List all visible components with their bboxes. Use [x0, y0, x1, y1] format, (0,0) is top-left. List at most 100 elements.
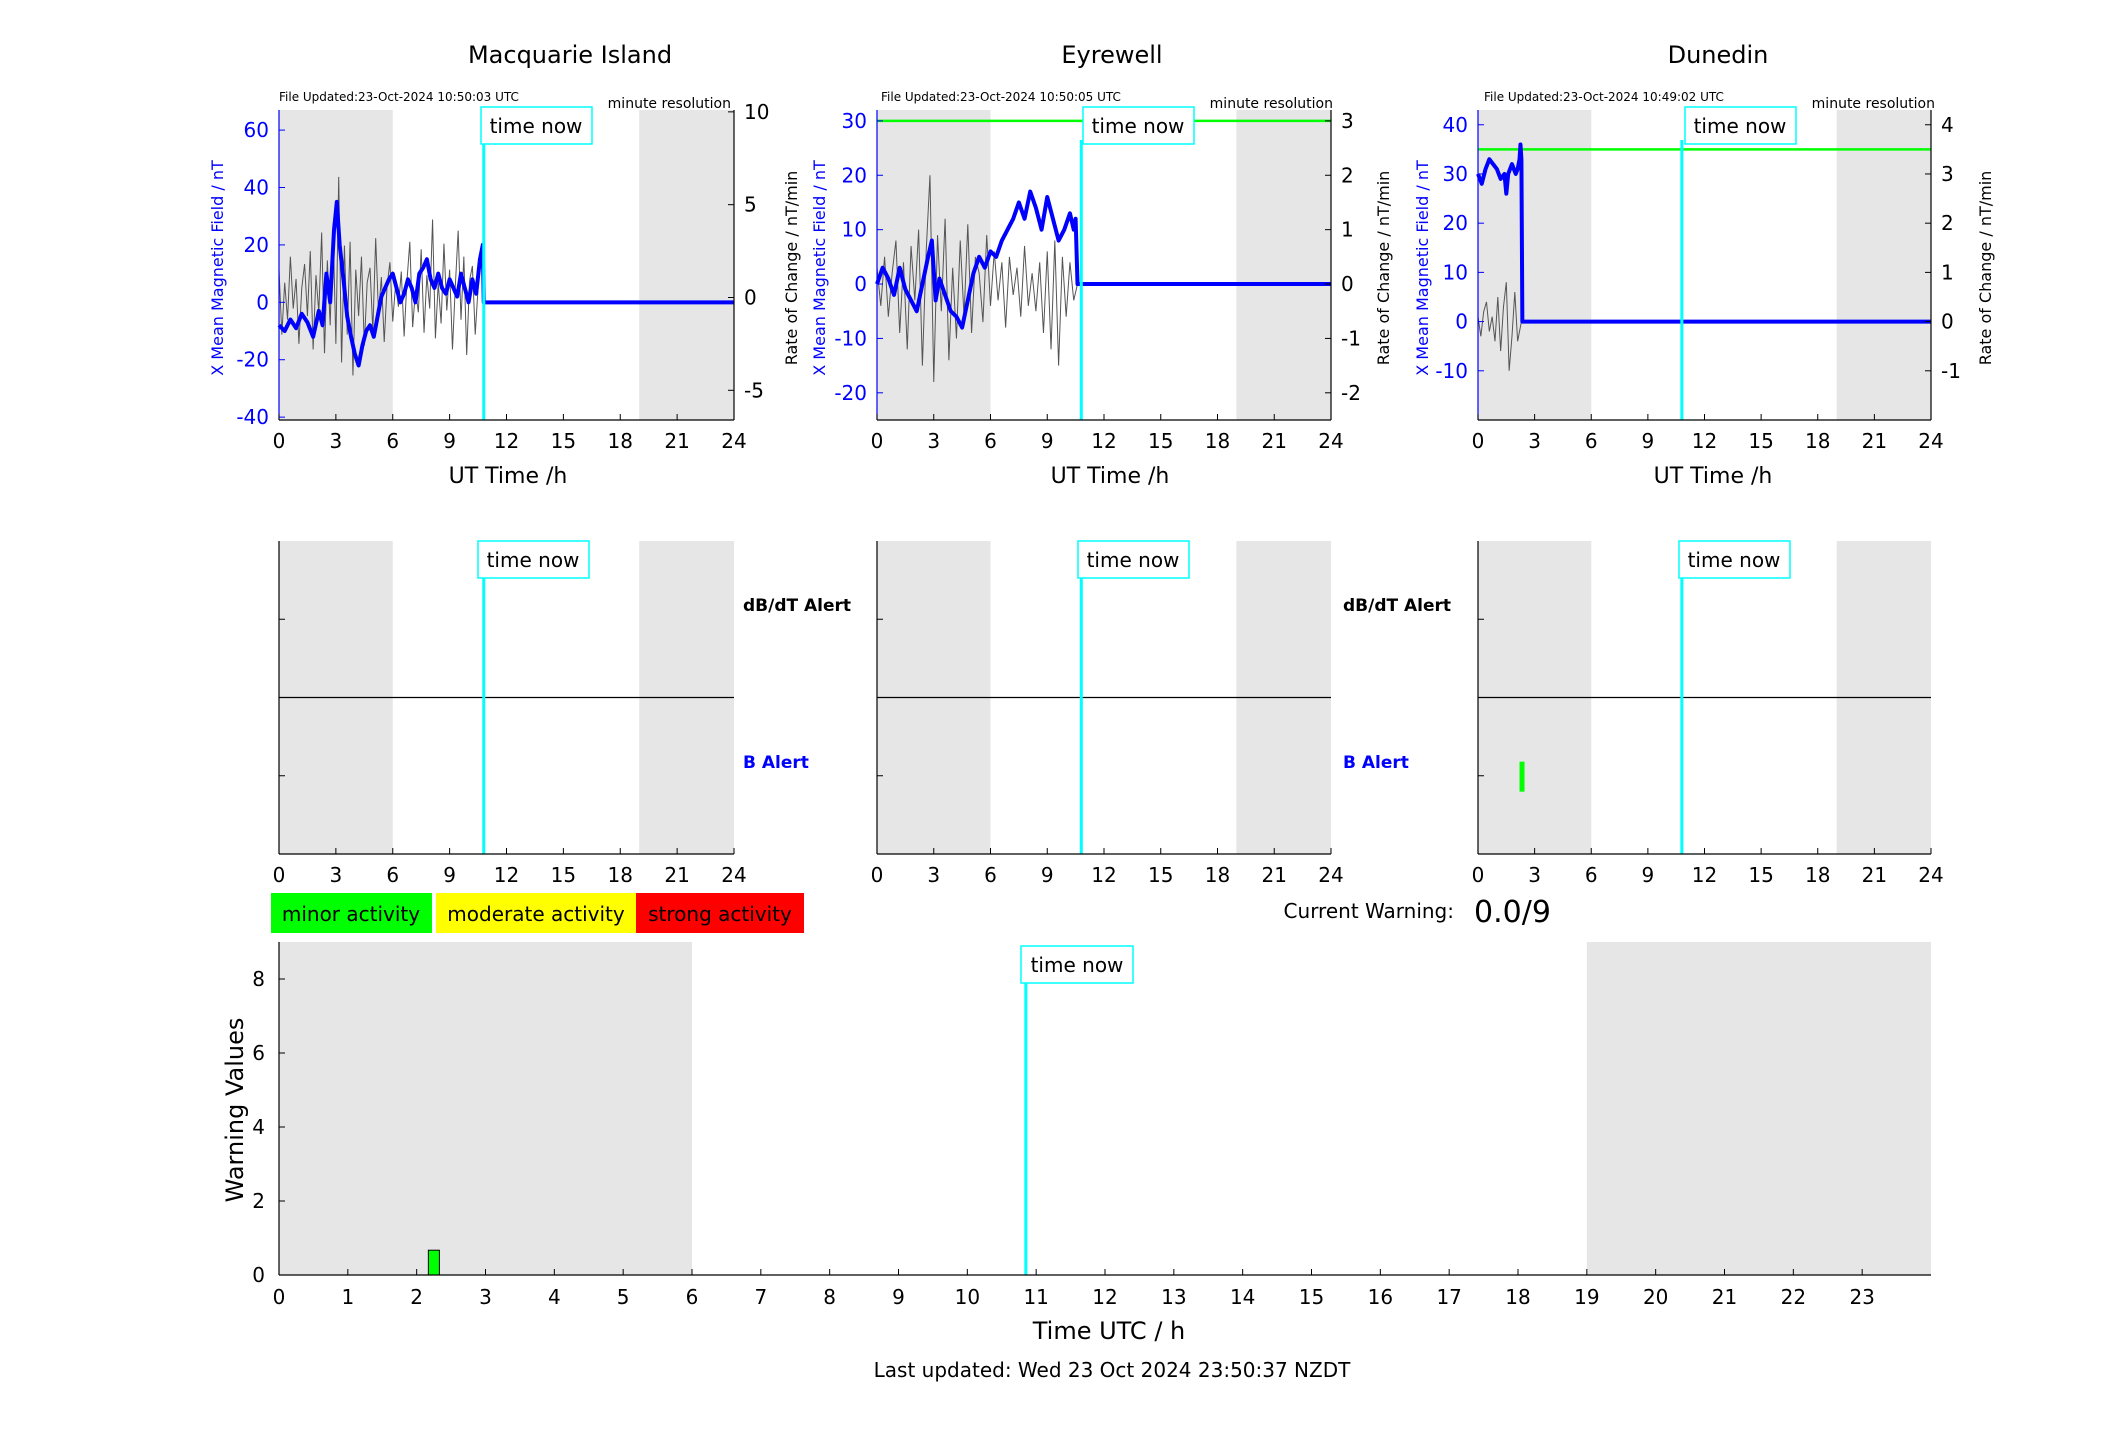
current-warning-value: 0.0/9 — [1474, 895, 1551, 930]
x-tick-label: 3 — [1528, 429, 1541, 453]
x-tick-label: 18 — [1505, 1285, 1530, 1309]
last-updated-text: Last updated: Wed 23 Oct 2024 23:50:37 N… — [874, 1358, 1351, 1382]
x-tick-label: 12 — [1092, 1285, 1117, 1309]
x-tick-label: 6 — [984, 429, 997, 453]
x-tick-label: 13 — [1161, 1285, 1186, 1309]
x-tick-label: 18 — [608, 863, 633, 887]
y-tick-label-left: 40 — [1443, 113, 1468, 137]
x-tick-label: 15 — [1299, 1285, 1324, 1309]
y-tick-label-left: 0 — [1455, 310, 1468, 334]
legend-strong-swatch — [636, 893, 804, 933]
x-tick-label: 17 — [1436, 1285, 1461, 1309]
x-tick-label: 3 — [479, 1285, 492, 1309]
x-tick-label: 2 — [410, 1285, 423, 1309]
y-tick-label-right: 3 — [1341, 109, 1354, 133]
night-shade — [1836, 110, 1931, 420]
night-shade — [639, 110, 734, 420]
x-tick-label: 10 — [955, 1285, 980, 1309]
station-panel-macquarie: 0 3 6 9 12 15 18 21 24 -40 -20 0 20 40 60 -5 0 5 10 Macqua… — [208, 41, 801, 489]
legend-moderate-label: moderate activity — [447, 902, 625, 926]
y-tick-label-left: 10 — [842, 218, 867, 242]
y-tick-label-right: 0 — [1341, 272, 1354, 296]
rate-of-change-line — [278, 176, 485, 376]
x-tick-label: 19 — [1574, 1285, 1599, 1309]
x-tick-label: 6 — [1585, 863, 1598, 887]
x-tick-label: 18 — [1205, 863, 1230, 887]
x-tick-label: 15 — [551, 429, 576, 453]
file-updated-text: File Updated:23-Oct-2024 10:49:02 UTC — [1484, 90, 1724, 104]
x-tick-label: 7 — [754, 1285, 767, 1309]
eyrewell-alert-area: 0 3 6 9 12 15 18 21 24 — [871, 541, 1344, 887]
x-tick-label: 6 — [984, 863, 997, 887]
time-now-box — [480, 106, 593, 145]
x-tick-label: 14 — [1230, 1285, 1255, 1309]
warning-bar — [427, 1249, 440, 1276]
x-tick-label: 15 — [1148, 429, 1173, 453]
time-now-box — [477, 540, 590, 579]
resolution-text: minute resolution — [1210, 96, 1333, 112]
current-warning-label: Current Warning: — [1284, 899, 1454, 923]
resolution-text: minute resolution — [608, 96, 731, 112]
x-tick-label: 15 — [1748, 429, 1773, 453]
y-tick-label-right: 10 — [744, 100, 769, 124]
x-tick-label: 3 — [1528, 863, 1541, 887]
x-tick-label: 3 — [927, 429, 940, 453]
b-alert-label: B Alert — [1343, 753, 1409, 773]
magnetic-field-line — [277, 199, 734, 368]
night-shade — [279, 942, 692, 1275]
legend-minor-swatch — [271, 893, 432, 933]
alert-panel-dunedin: 0 3 6 9 12 15 18 21 24 time now — [1472, 540, 1944, 887]
y-tick-label-left: 20 — [244, 233, 269, 257]
x-tick-label: 15 — [1148, 863, 1173, 887]
macquarie-alert-area: 0 3 6 9 12 15 18 21 24 — [273, 541, 747, 887]
x-tick-label: 0 — [1472, 863, 1485, 887]
x-axis-label: UT Time /h — [1654, 464, 1773, 489]
y-tick-label: 6 — [252, 1041, 265, 1065]
x-tick-label: 21 — [1262, 429, 1287, 453]
y-tick-label-right: 0 — [1941, 310, 1954, 334]
time-now-label: time now — [1087, 548, 1180, 572]
y-tick-label-left: -10 — [1435, 359, 1468, 383]
time-now-label: time now — [1031, 953, 1124, 977]
x-tick-label: 0 — [273, 429, 286, 453]
x-tick-label: 3 — [330, 863, 343, 887]
y-tick-label-left: 20 — [1443, 211, 1468, 235]
y-tick-label: 8 — [252, 967, 265, 991]
y-tick-label-right: 5 — [744, 193, 757, 217]
time-now-box — [1082, 106, 1195, 145]
x-tick-label: 24 — [1918, 429, 1943, 453]
rate-of-change-line — [1477, 282, 1522, 371]
time-now-label: time now — [487, 548, 580, 572]
x-tick-label: 24 — [721, 863, 746, 887]
time-now-box — [1077, 540, 1190, 579]
y-tick-label: 2 — [252, 1189, 265, 1213]
x-tick-label: 21 — [664, 429, 689, 453]
x-tick-label: 21 — [1712, 1285, 1737, 1309]
y-tick-label-left: 20 — [842, 163, 867, 187]
x-tick-label: 9 — [1041, 429, 1054, 453]
x-tick-label: 12 — [1692, 429, 1717, 453]
y-tick-label-right: 3 — [1941, 162, 1954, 186]
x-tick-label: 12 — [1091, 429, 1116, 453]
activity-legend: minor activity moderate activity strong … — [271, 893, 804, 933]
alert-panel-eyrewell: 0 3 6 9 12 15 18 21 24 dB/dT Alert B Alert time … — [871, 540, 1451, 887]
x-tick-label: 0 — [273, 863, 286, 887]
x-tick-label: 0 — [871, 429, 884, 453]
dbdt-alert-label: dB/dT Alert — [743, 596, 851, 616]
x-tick-label: 23 — [1849, 1285, 1874, 1309]
x-tick-label: 3 — [927, 863, 940, 887]
x-tick-label: 24 — [1918, 863, 1943, 887]
y-axis-label-right: Rate of Change / nT/min — [1374, 171, 1393, 366]
x-tick-label: 21 — [1262, 863, 1287, 887]
x-axis-label: Time UTC / h — [1032, 1317, 1186, 1345]
y-tick-label: 4 — [252, 1115, 265, 1139]
file-updated-text: File Updated:23-Oct-2024 10:50:03 UTC — [279, 90, 519, 104]
x-tick-label: 18 — [1805, 429, 1830, 453]
y-tick-label-right: 2 — [1341, 163, 1354, 187]
y-tick-label: 0 — [252, 1263, 265, 1287]
x-tick-label: 20 — [1643, 1285, 1668, 1309]
resolution-text: minute resolution — [1812, 96, 1935, 112]
x-tick-label: 8 — [823, 1285, 836, 1309]
magnetic-field-line — [1476, 142, 1931, 324]
